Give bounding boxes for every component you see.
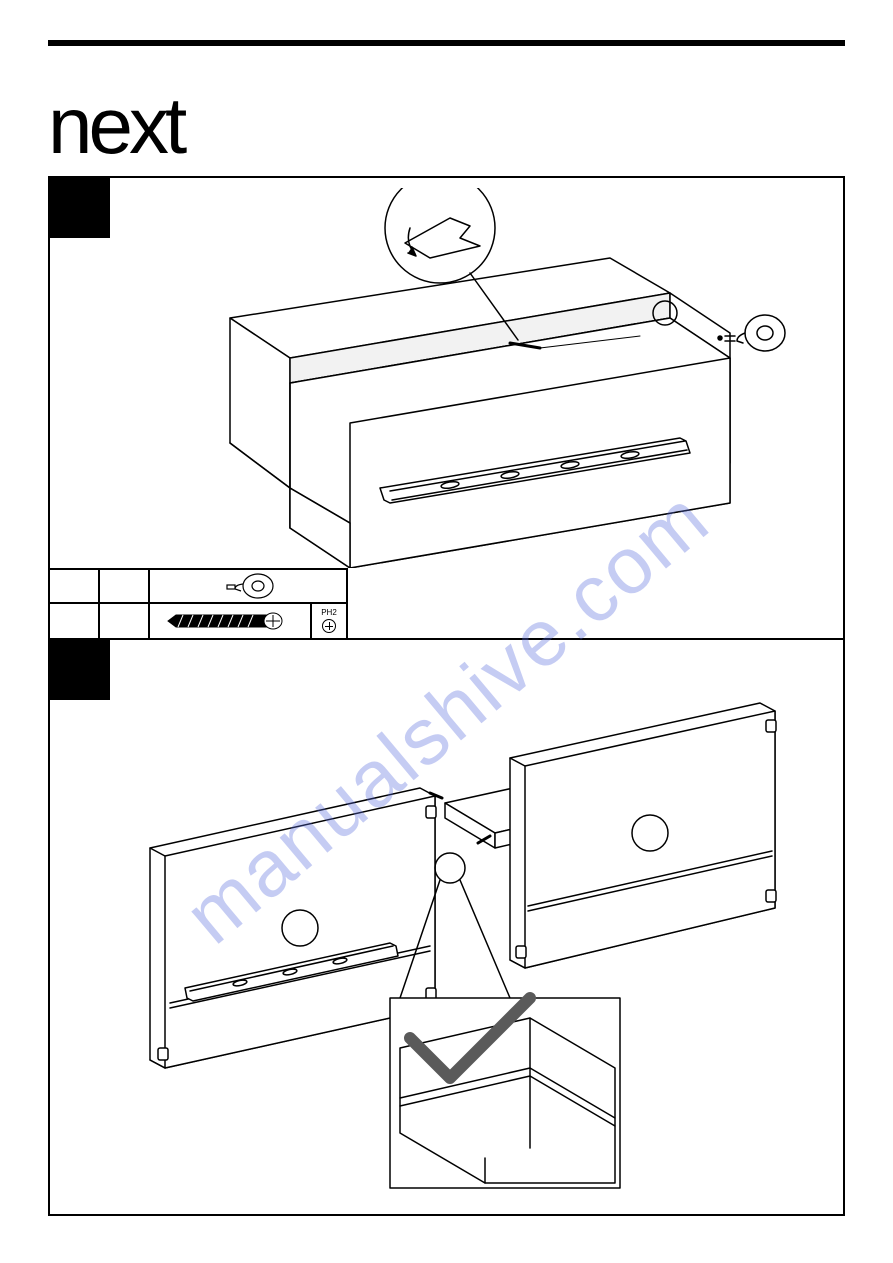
parts-table: PH2: [48, 568, 348, 640]
step-marker-1: [48, 176, 110, 238]
parts-row-screw: PH2: [50, 604, 346, 638]
screw-icon: [158, 607, 308, 635]
phillips-icon: [322, 619, 336, 633]
ph2-label: PH2: [310, 604, 346, 638]
knob-icon: [213, 572, 283, 600]
instruction-frame: PH2: [48, 176, 845, 1216]
parts-row-knob: [50, 570, 346, 604]
brand-logo: next: [48, 80, 183, 172]
diagram-step-1: [110, 188, 810, 568]
diagram-step-2: [90, 668, 810, 1198]
section-divider: [50, 638, 843, 640]
top-rule: [48, 40, 845, 46]
ph2-text: PH2: [321, 609, 337, 617]
